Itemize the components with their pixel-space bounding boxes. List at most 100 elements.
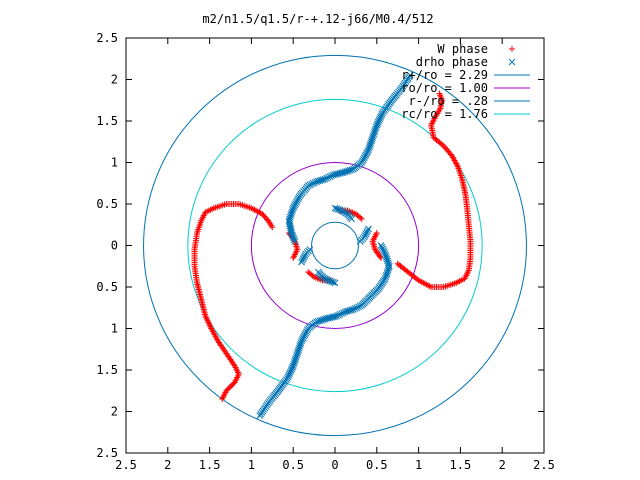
data-point <box>367 139 375 147</box>
y-tick-label: 2.5 <box>96 31 118 45</box>
series-0 <box>191 90 474 403</box>
x-tick-label: 0.5 <box>366 458 388 472</box>
data-point <box>295 346 302 354</box>
x-tick-label: 2.5 <box>115 458 137 472</box>
data-point <box>361 232 369 239</box>
data-point <box>306 270 313 277</box>
y-tick-label: 2 <box>111 405 118 419</box>
y-tick-label: 2 <box>111 73 118 87</box>
data-point <box>298 337 305 345</box>
data-point <box>384 266 392 274</box>
data-point <box>300 253 308 261</box>
data-point <box>373 121 381 129</box>
data-point <box>373 230 380 237</box>
data-point <box>384 259 392 267</box>
data-series <box>191 71 474 420</box>
data-point <box>291 357 299 364</box>
legend-label: rc/ro = 1.76 <box>401 107 488 121</box>
circle-ro-ro-1-00 <box>250 162 420 329</box>
data-point <box>379 245 387 253</box>
data-point <box>368 137 375 145</box>
legend-label: r-/ro = .28 <box>409 94 488 108</box>
data-point <box>328 172 336 180</box>
y-tick-label: 2.5 <box>96 446 118 460</box>
data-point <box>365 146 372 154</box>
data-point <box>382 273 390 281</box>
data-point <box>324 174 332 181</box>
data-point <box>353 304 361 312</box>
data-point <box>355 303 362 311</box>
data-point <box>372 123 380 131</box>
data-point <box>299 336 306 343</box>
data-point <box>381 250 389 258</box>
data-point <box>308 180 315 188</box>
x-tick-label: 1 <box>248 458 255 472</box>
data-point <box>333 312 341 320</box>
legend-label: drho phase <box>416 55 488 69</box>
data-point <box>292 200 300 207</box>
data-point <box>383 270 391 277</box>
data-point <box>293 351 301 359</box>
y-tick-label: 1.5 <box>96 114 118 128</box>
data-point <box>294 348 302 355</box>
data-point <box>329 171 337 179</box>
data-point <box>311 179 319 186</box>
data-point <box>368 136 376 143</box>
data-point <box>377 242 385 249</box>
data-point <box>334 311 342 319</box>
data-point <box>314 268 322 276</box>
data-point <box>371 128 378 136</box>
legend-marker <box>508 58 516 66</box>
data-point <box>290 254 297 261</box>
data-point <box>439 141 446 148</box>
data-point <box>356 302 364 310</box>
x-tick-label: 1 <box>415 458 422 472</box>
data-point <box>289 206 296 214</box>
chart-title: m2/n1.5/q1.5/r-+.12-j66/M0.4/512 <box>202 12 433 26</box>
data-point <box>297 339 305 347</box>
circle-rc-ro-1-76 <box>187 98 483 393</box>
data-point <box>295 344 303 352</box>
data-point <box>301 331 309 339</box>
data-point <box>369 134 376 141</box>
data-point <box>364 148 371 155</box>
series-1 <box>256 71 414 420</box>
data-point <box>294 195 302 203</box>
data-point <box>366 141 374 149</box>
data-point <box>385 262 393 270</box>
data-point <box>290 203 298 210</box>
x-tick-label: 1.5 <box>199 458 221 472</box>
data-point <box>299 334 307 342</box>
reference-circles <box>143 54 527 437</box>
data-point <box>269 224 276 231</box>
data-point <box>288 210 295 217</box>
data-point <box>291 358 298 366</box>
data-point <box>292 355 299 363</box>
x-tick-label: 0.5 <box>282 458 304 472</box>
data-point <box>297 341 304 348</box>
data-point <box>362 230 370 238</box>
data-point <box>299 255 307 263</box>
data-point <box>358 215 365 222</box>
data-point <box>385 261 393 268</box>
y-tick-label: 1 <box>111 156 118 170</box>
data-point <box>289 362 297 370</box>
data-point <box>383 254 390 261</box>
data-point <box>299 257 306 264</box>
circle-r-ro-28 <box>311 221 359 270</box>
legend-marker <box>509 46 515 52</box>
data-point <box>290 360 298 368</box>
data-point <box>363 149 371 157</box>
data-point <box>287 211 295 219</box>
x-tick-label: 1.5 <box>450 458 472 472</box>
data-point <box>381 275 389 283</box>
data-point <box>291 237 299 245</box>
data-point <box>291 201 299 209</box>
data-point <box>362 151 370 159</box>
y-tick-label: 1.5 <box>96 363 118 377</box>
data-point <box>351 305 359 312</box>
data-point <box>294 197 301 204</box>
data-point <box>288 208 296 216</box>
